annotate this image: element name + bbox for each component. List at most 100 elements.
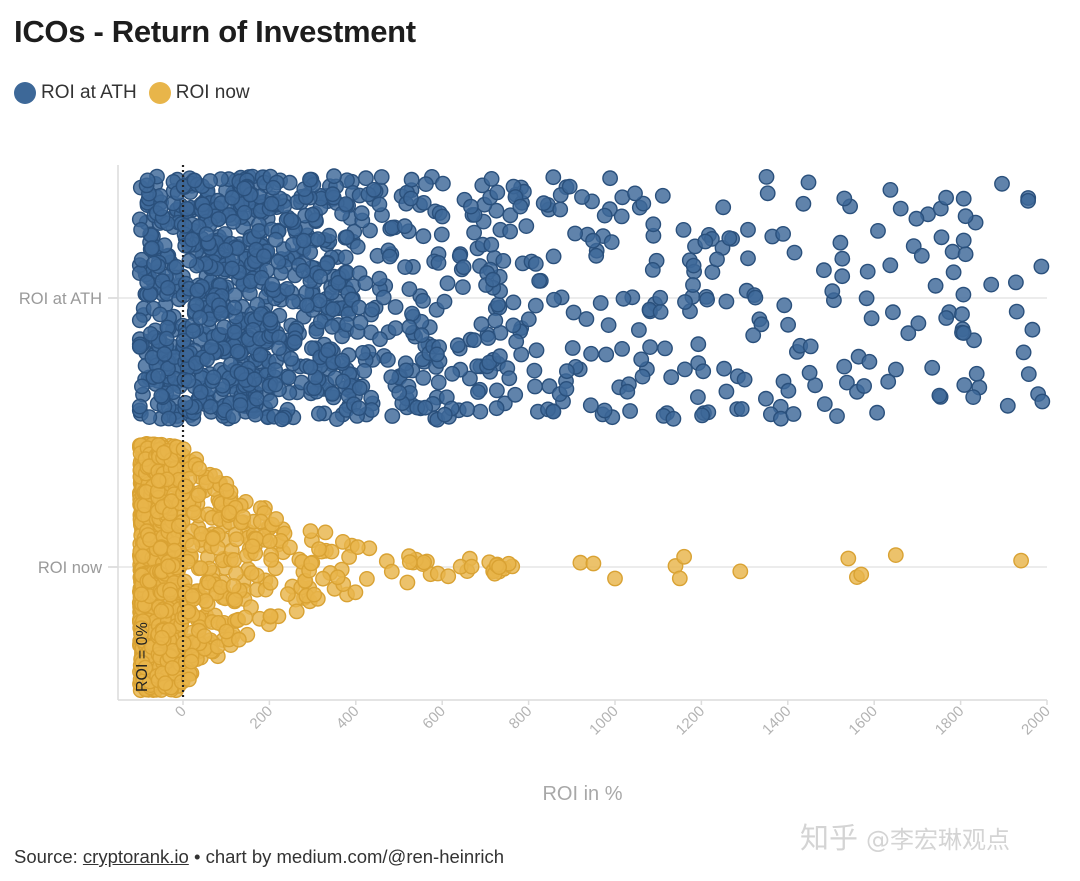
dot-roi-now bbox=[383, 563, 400, 580]
dot-roi-ath bbox=[501, 370, 518, 387]
dot-roi-now bbox=[228, 565, 244, 582]
dot-roi-now bbox=[155, 444, 172, 461]
dot-roi-ath bbox=[255, 248, 272, 265]
dot-roi-now bbox=[853, 566, 870, 583]
x-tick-label: 1600 bbox=[845, 703, 881, 739]
dot-roi-now bbox=[329, 569, 346, 586]
dot-roi-ath bbox=[434, 175, 451, 192]
dot-roi-ath bbox=[488, 400, 505, 417]
dot-roi-now bbox=[572, 554, 589, 571]
dot-roi-ath bbox=[470, 384, 486, 400]
dot-roi-ath bbox=[622, 403, 638, 419]
dot-roi-ath bbox=[357, 275, 374, 292]
dot-roi-now bbox=[281, 539, 298, 556]
legend: ROI at ATH ROI now bbox=[14, 82, 262, 104]
dot-roi-ath bbox=[900, 325, 917, 342]
dot-roi-now bbox=[349, 539, 366, 555]
dot-roi-ath bbox=[375, 289, 392, 306]
dot-roi-ath bbox=[298, 297, 315, 314]
dot-roi-ath bbox=[690, 336, 707, 353]
dot-roi-ath bbox=[365, 181, 382, 198]
dot-roi-ath bbox=[324, 186, 341, 203]
dot-roi-ath bbox=[836, 358, 853, 375]
dot-roi-ath bbox=[561, 178, 578, 195]
dot-roi-now bbox=[311, 541, 327, 557]
dot-roi-ath bbox=[270, 253, 287, 270]
dot-roi-ath bbox=[282, 350, 299, 367]
dot-roi-now bbox=[207, 468, 223, 484]
dot-roi-ath bbox=[202, 173, 219, 189]
dot-roi-ath bbox=[535, 195, 552, 212]
dot-roi-ath bbox=[262, 393, 279, 410]
dot-roi-now bbox=[358, 570, 375, 587]
dot-roi-ath bbox=[780, 382, 797, 399]
dot-roi-now bbox=[306, 586, 323, 603]
dot-roi-ath bbox=[252, 346, 269, 363]
dot-roi-ath bbox=[1008, 274, 1024, 291]
dot-roi-ath bbox=[699, 291, 715, 308]
dot-roi-now bbox=[157, 675, 174, 692]
dot-roi-now bbox=[150, 472, 167, 489]
dot-roi-now bbox=[179, 553, 196, 570]
dot-roi-ath bbox=[801, 364, 818, 381]
legend-item-roi-ath: ROI at ATH bbox=[14, 82, 137, 104]
dot-roi-now bbox=[279, 586, 296, 602]
dot-roi-ath bbox=[602, 170, 618, 187]
dot-roi-now bbox=[184, 537, 201, 554]
dot-roi-ath bbox=[462, 198, 479, 215]
dot-roi-ath bbox=[236, 204, 253, 221]
dot-roi-ath bbox=[351, 380, 368, 397]
dot-roi-ath bbox=[795, 195, 812, 212]
dot-roi-ath bbox=[262, 311, 279, 328]
reference-line-layer: ROI = 0% bbox=[134, 165, 185, 700]
dot-roi-ath bbox=[574, 189, 590, 205]
dot-roi-ath bbox=[391, 384, 408, 401]
dot-roi-ath bbox=[248, 390, 265, 407]
dot-roi-ath bbox=[487, 312, 504, 329]
dot-roi-ath bbox=[286, 334, 303, 351]
dot-roi-ath bbox=[180, 372, 197, 389]
dot-roi-ath bbox=[152, 200, 169, 217]
dot-roi-now bbox=[347, 584, 364, 601]
dot-roi-ath bbox=[786, 244, 803, 261]
dot-roi-ath bbox=[461, 370, 478, 387]
dot-roi-ath bbox=[224, 189, 241, 206]
dot-roi-now bbox=[221, 504, 238, 521]
dot-roi-now bbox=[154, 629, 170, 646]
dot-roi-ath bbox=[892, 200, 909, 217]
dot-roi-ath bbox=[552, 201, 569, 218]
dot-roi-now bbox=[228, 531, 245, 548]
legend-swatch-roi-ath bbox=[14, 82, 36, 104]
dot-roi-ath bbox=[759, 185, 776, 202]
dot-roi-ath bbox=[1015, 344, 1032, 361]
dot-roi-ath bbox=[924, 359, 941, 376]
dot-roi-ath bbox=[578, 311, 595, 327]
dot-roi-ath bbox=[527, 297, 544, 314]
dot-roi-ath bbox=[349, 238, 366, 255]
dot-roi-ath bbox=[264, 276, 281, 293]
dot-roi-now bbox=[334, 533, 351, 550]
dot-roi-ath bbox=[335, 373, 351, 390]
dot-roi-ath bbox=[527, 255, 544, 272]
dot-roi-now bbox=[303, 555, 320, 572]
dot-roi-ath bbox=[613, 208, 630, 225]
dot-roi-ath bbox=[546, 291, 562, 308]
series-roi-now bbox=[131, 435, 1029, 699]
dot-roi-ath bbox=[776, 297, 793, 314]
dot-roi-ath bbox=[526, 362, 543, 379]
dot-roi-ath bbox=[657, 340, 673, 357]
dot-roi-ath bbox=[168, 258, 185, 275]
dot-roi-ath bbox=[938, 189, 954, 206]
dot-roi-ath bbox=[364, 301, 380, 318]
dot-roi-now bbox=[133, 586, 150, 603]
dot-roi-ath bbox=[226, 324, 243, 341]
dot-roi-ath bbox=[312, 268, 329, 285]
dot-roi-ath bbox=[338, 229, 355, 246]
dot-roi-now bbox=[676, 548, 692, 565]
dot-roi-ath bbox=[401, 281, 418, 298]
x-axis-title: ROI in % bbox=[542, 783, 622, 805]
dot-roi-now bbox=[180, 671, 197, 688]
dot-roi-ath bbox=[1020, 192, 1036, 209]
source-link[interactable]: cryptorank.io bbox=[82, 846, 189, 867]
dot-roi-ath bbox=[1033, 258, 1050, 275]
